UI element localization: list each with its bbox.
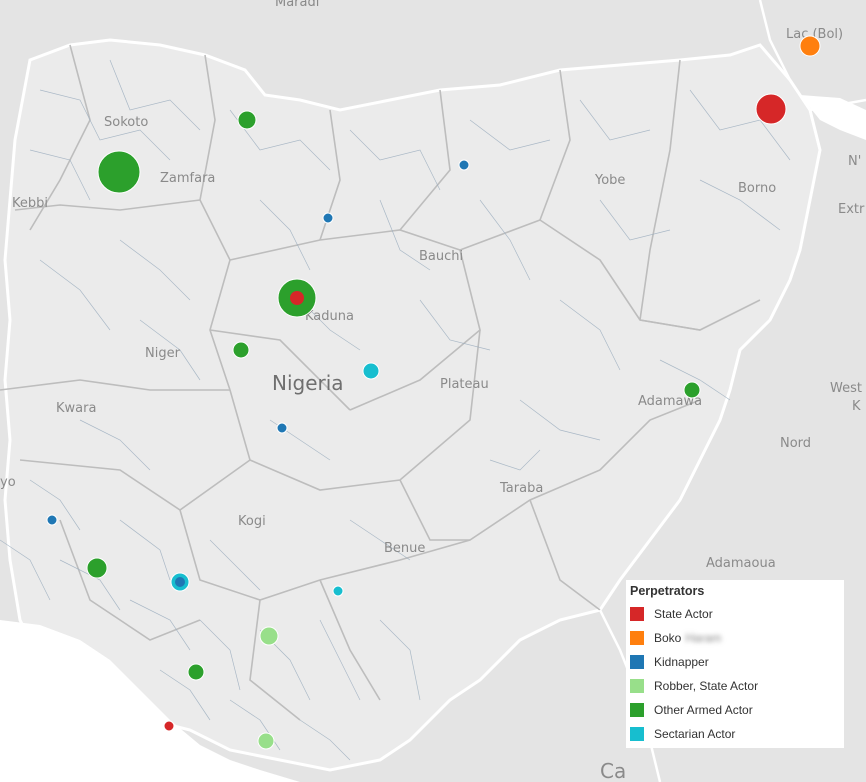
legend-swatch	[630, 631, 644, 645]
label-extr: Extr	[838, 202, 865, 217]
event-marker[interactable]	[755, 93, 787, 125]
label-kogi: Kogi	[238, 514, 266, 529]
legend-title: Perpetrators	[630, 584, 705, 598]
event-marker[interactable]	[322, 212, 334, 224]
event-marker[interactable]	[175, 577, 185, 587]
legend-swatch	[630, 679, 644, 693]
label-taraba: Taraba	[499, 481, 543, 496]
event-marker[interactable]	[187, 663, 205, 681]
legend-label: Kidnapper	[654, 655, 709, 669]
state-boundaries	[0, 44, 761, 721]
event-marker[interactable]	[362, 362, 380, 380]
legend-swatch	[630, 727, 644, 741]
label-kaduna: Kaduna	[305, 309, 354, 324]
event-markers	[46, 35, 821, 750]
event-marker[interactable]	[276, 422, 288, 434]
perpetrators-legend: Perpetrators State Actor Boko Haram Kidn…	[626, 580, 844, 748]
event-marker[interactable]	[232, 341, 250, 359]
legend-item-other-armed-actor[interactable]: Other Armed Actor	[626, 698, 844, 722]
legend-label: Sectarian Actor	[654, 727, 736, 741]
label-west: West	[830, 381, 862, 396]
lake-chad	[800, 95, 866, 140]
legend-swatch	[630, 607, 644, 621]
label-bauchi: Bauchi	[419, 249, 463, 264]
legend-item-robber-state-actor[interactable]: Robber, State Actor	[626, 674, 844, 698]
label-kwara: Kwara	[56, 401, 96, 416]
event-marker[interactable]	[163, 720, 175, 732]
coastal-water	[0, 620, 300, 782]
label-benue: Benue	[384, 541, 425, 556]
legend-label: Other Armed Actor	[654, 703, 753, 717]
legend-item-boko-haram[interactable]: Boko Haram	[626, 626, 844, 650]
event-marker[interactable]	[458, 159, 470, 171]
legend-label: State Actor	[654, 607, 713, 621]
label-ca: Ca	[600, 759, 626, 782]
event-marker[interactable]	[257, 732, 275, 750]
label-ndj: N'	[848, 154, 861, 169]
label-country-nigeria: Nigeria	[272, 371, 344, 395]
label-niger: Niger	[145, 346, 181, 361]
event-marker[interactable]	[86, 557, 108, 579]
legend-item-sectarian-actor[interactable]: Sectarian Actor	[626, 722, 844, 746]
legend-item-state-actor[interactable]: State Actor	[626, 602, 844, 626]
label-yobe: Yobe	[594, 173, 625, 188]
event-marker[interactable]	[46, 514, 58, 526]
event-marker[interactable]	[290, 291, 304, 305]
legend-swatch	[630, 655, 644, 669]
label-ke: K	[852, 399, 861, 414]
legend-label-blurred: Haram	[685, 631, 722, 645]
label-sokoto: Sokoto	[104, 115, 148, 130]
event-marker[interactable]	[332, 585, 344, 597]
event-marker[interactable]	[799, 35, 821, 57]
legend-swatch	[630, 703, 644, 717]
event-marker[interactable]	[683, 381, 701, 399]
event-marker[interactable]	[237, 110, 257, 130]
label-oyo: yo	[0, 475, 16, 490]
event-marker[interactable]	[97, 150, 141, 194]
label-borno: Borno	[738, 181, 776, 196]
label-maradi: Maradi	[275, 0, 319, 10]
label-adamawa: Adamawa	[638, 394, 702, 409]
label-zamfara: Zamfara	[160, 171, 215, 186]
label-nord: Nord	[780, 436, 811, 451]
legend-label: Boko	[654, 631, 682, 645]
legend-item-kidnapper[interactable]: Kidnapper	[626, 650, 844, 674]
event-marker[interactable]	[259, 626, 279, 646]
label-plateau: Plateau	[440, 377, 489, 392]
legend-label: Robber, State Actor	[654, 679, 759, 693]
label-kebbi: Kebbi	[12, 196, 48, 211]
label-adamaoua: Adamaoua	[706, 556, 776, 571]
label-lac: Lac (Bol)	[786, 27, 843, 42]
